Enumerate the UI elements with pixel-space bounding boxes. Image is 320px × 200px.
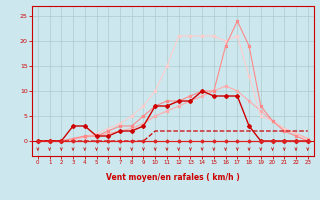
- X-axis label: Vent moyen/en rafales ( km/h ): Vent moyen/en rafales ( km/h ): [106, 174, 240, 183]
